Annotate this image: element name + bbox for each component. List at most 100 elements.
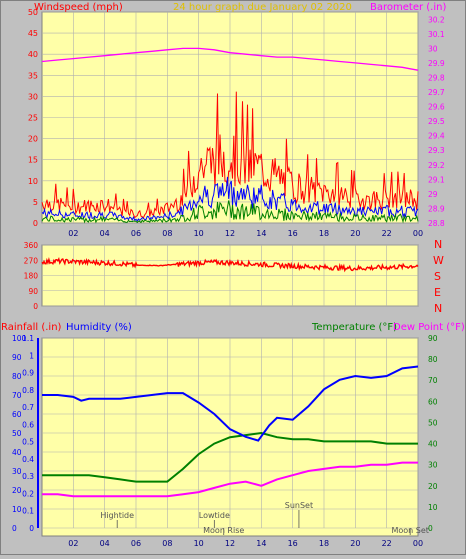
temperature-tick-label: 10 — [428, 503, 438, 512]
rainfall-label: Rainfall (.in) — [1, 322, 62, 333]
barometer-tick-label: 28.8 — [428, 219, 445, 228]
wind-time-tick-label: 20 — [350, 229, 360, 238]
wind-time-tick-label: 02 — [68, 229, 78, 238]
windspeed-tick-label: 20 — [28, 135, 38, 144]
direction-tick-label: 270 — [24, 256, 39, 265]
temperature-tick-label: 70 — [428, 376, 438, 385]
temperature-tick-label: 60 — [428, 397, 438, 406]
windspeed-tick-label: 35 — [28, 71, 38, 80]
humidity-tick-label: 20 — [12, 486, 22, 495]
direction-axis: 0 90 180 270 360 — [24, 241, 39, 311]
temperature-line — [42, 431, 418, 483]
event-label: Moon Rise — [203, 526, 244, 535]
barometer-tick-label: 29.1 — [428, 175, 445, 184]
humidity-time-tick-label: 04 — [100, 539, 110, 548]
barometer-tick-label: 29.5 — [428, 117, 445, 126]
wind-time-tick-label: 00 — [413, 229, 423, 238]
rainfall-tick-label: 0 — [29, 524, 34, 533]
humidity-time-axis: 02 04 06 08 10 12 14 16 18 20 22 00 — [68, 539, 423, 548]
humidity-panel-grid — [42, 337, 419, 529]
humidity-tick-label: 40 — [12, 448, 22, 457]
rainfall-tick-label: 0.7 — [22, 403, 34, 412]
windspeed-tick-label: 30 — [28, 92, 38, 101]
wind-time-tick-label: 12 — [225, 229, 235, 238]
rainfall-tick-label: 0.6 — [22, 420, 34, 429]
compass-east: E — [434, 286, 441, 299]
temperature-tick-label: 90 — [428, 334, 438, 343]
wind-time-tick-label: 06 — [131, 229, 141, 238]
compass-south: S — [434, 270, 441, 283]
temperature-tick-label: 20 — [428, 482, 438, 491]
windspeed-tick-label: 15 — [28, 156, 38, 165]
event-label: Hightide — [100, 511, 134, 520]
compass-north-top: N — [434, 238, 442, 251]
wind-time-tick-label: 22 — [382, 229, 392, 238]
barometer-line — [41, 47, 419, 71]
humidity-time-tick-label: 02 — [68, 539, 78, 548]
barometer-tick-label: 29.7 — [428, 88, 445, 97]
humidity-tick-label: 30 — [12, 467, 22, 476]
wind-gust-line — [41, 91, 419, 219]
graph-title: 24 hour graph due January 02 2020 — [173, 2, 352, 13]
barometer-label: Barometer (.in) — [370, 2, 446, 13]
rainfall-tick-label: 0.8 — [22, 386, 34, 395]
barometer-tick-label: 29.4 — [428, 132, 445, 141]
wind-time-tick-label: 10 — [194, 229, 204, 238]
rainfall-tick-label: 0.1 — [22, 507, 34, 516]
direction-tick-label: 90 — [28, 287, 38, 296]
windspeed-tick-label: 5 — [33, 198, 38, 207]
compass-west: W — [433, 254, 444, 267]
wind-time-tick-label: 18 — [319, 229, 329, 238]
humidity-time-tick-label: 12 — [225, 539, 235, 548]
direction-tick-label: 0 — [33, 302, 38, 311]
humidity-time-tick-label: 00 — [413, 539, 423, 548]
temperature-tick-label: 0 — [428, 524, 433, 533]
temperature-tick-label: 30 — [428, 461, 438, 470]
barometer-tick-label: 29.9 — [428, 59, 445, 68]
humidity-tick-label: 0 — [12, 524, 17, 533]
rainfall-axis: 0 0.1 0.2 0.3 0.4 0.5 0.6 0.7 0.8 0.9 1 1.1 — [22, 334, 34, 533]
humidity-time-tick-label: 14 — [256, 539, 266, 548]
event-label: SunSet — [285, 501, 313, 510]
humidity-tick-label: 80 — [12, 372, 22, 381]
temperature-tick-label: 80 — [428, 355, 438, 364]
humidity-axis: 0 10 20 30 40 50 60 70 80 90 100 — [12, 334, 27, 533]
compass-north-bottom: N — [434, 302, 442, 315]
wind-time-tick-label: 16 — [288, 229, 298, 238]
barometer-tick-label: 29.3 — [428, 146, 445, 155]
barometer-tick-label: 29.2 — [428, 161, 445, 170]
barometer-tick-label: 30 — [428, 44, 438, 53]
rainfall-tick-label: 0.3 — [22, 472, 34, 481]
rainfall-tick-label: 0.2 — [22, 489, 34, 498]
barometer-tick-label: 29 — [428, 190, 438, 199]
windspeed-tick-label: 50 — [28, 8, 38, 17]
rainfall-tick-label: 0.9 — [22, 369, 34, 378]
rainfall-tick-label: 1.1 — [22, 334, 34, 343]
rainfall-tick-label: 0.5 — [22, 438, 34, 447]
humidity-time-tick-label: 10 — [194, 539, 204, 548]
humidity-time-tick-label: 22 — [382, 539, 392, 548]
temperature-tick-label: 50 — [428, 418, 438, 427]
humidity-temperature-panel: Hightide Lowtide SunSet Moon Rise Moon Set 0… — [1, 322, 465, 548]
barometer-tick-label: 29.6 — [428, 103, 445, 112]
tide-sun-moon-events: Hightide Lowtide SunSet Moon Rise Moon Set — [100, 501, 429, 535]
humidity-tick-label: 60 — [12, 410, 22, 419]
temperature-axis: 0 10 20 30 40 50 60 70 80 90 — [428, 334, 438, 533]
barometer-tick-label: 30.2 — [428, 15, 445, 24]
windspeed-tick-label: 45 — [28, 29, 38, 38]
wind-direction-panel: 0 90 180 270 360 N W S E N — [24, 238, 444, 315]
rainfall-tick-label: 0.4 — [22, 455, 34, 464]
windspeed-tick-label: 40 — [28, 50, 38, 59]
barometer-tick-label: 29.8 — [428, 73, 445, 82]
windspeed-tick-label: 10 — [28, 177, 38, 186]
humidity-label: Humidity (%) — [66, 322, 132, 333]
rainfall-tick-label: 1 — [29, 351, 34, 360]
humidity-time-tick-label: 18 — [319, 539, 329, 548]
direction-tick-label: 180 — [24, 272, 39, 281]
humidity-tick-label: 100 — [12, 334, 27, 343]
wind-series — [41, 91, 419, 224]
event-label: Moon Set — [391, 526, 428, 535]
direction-tick-label: 360 — [24, 241, 39, 250]
